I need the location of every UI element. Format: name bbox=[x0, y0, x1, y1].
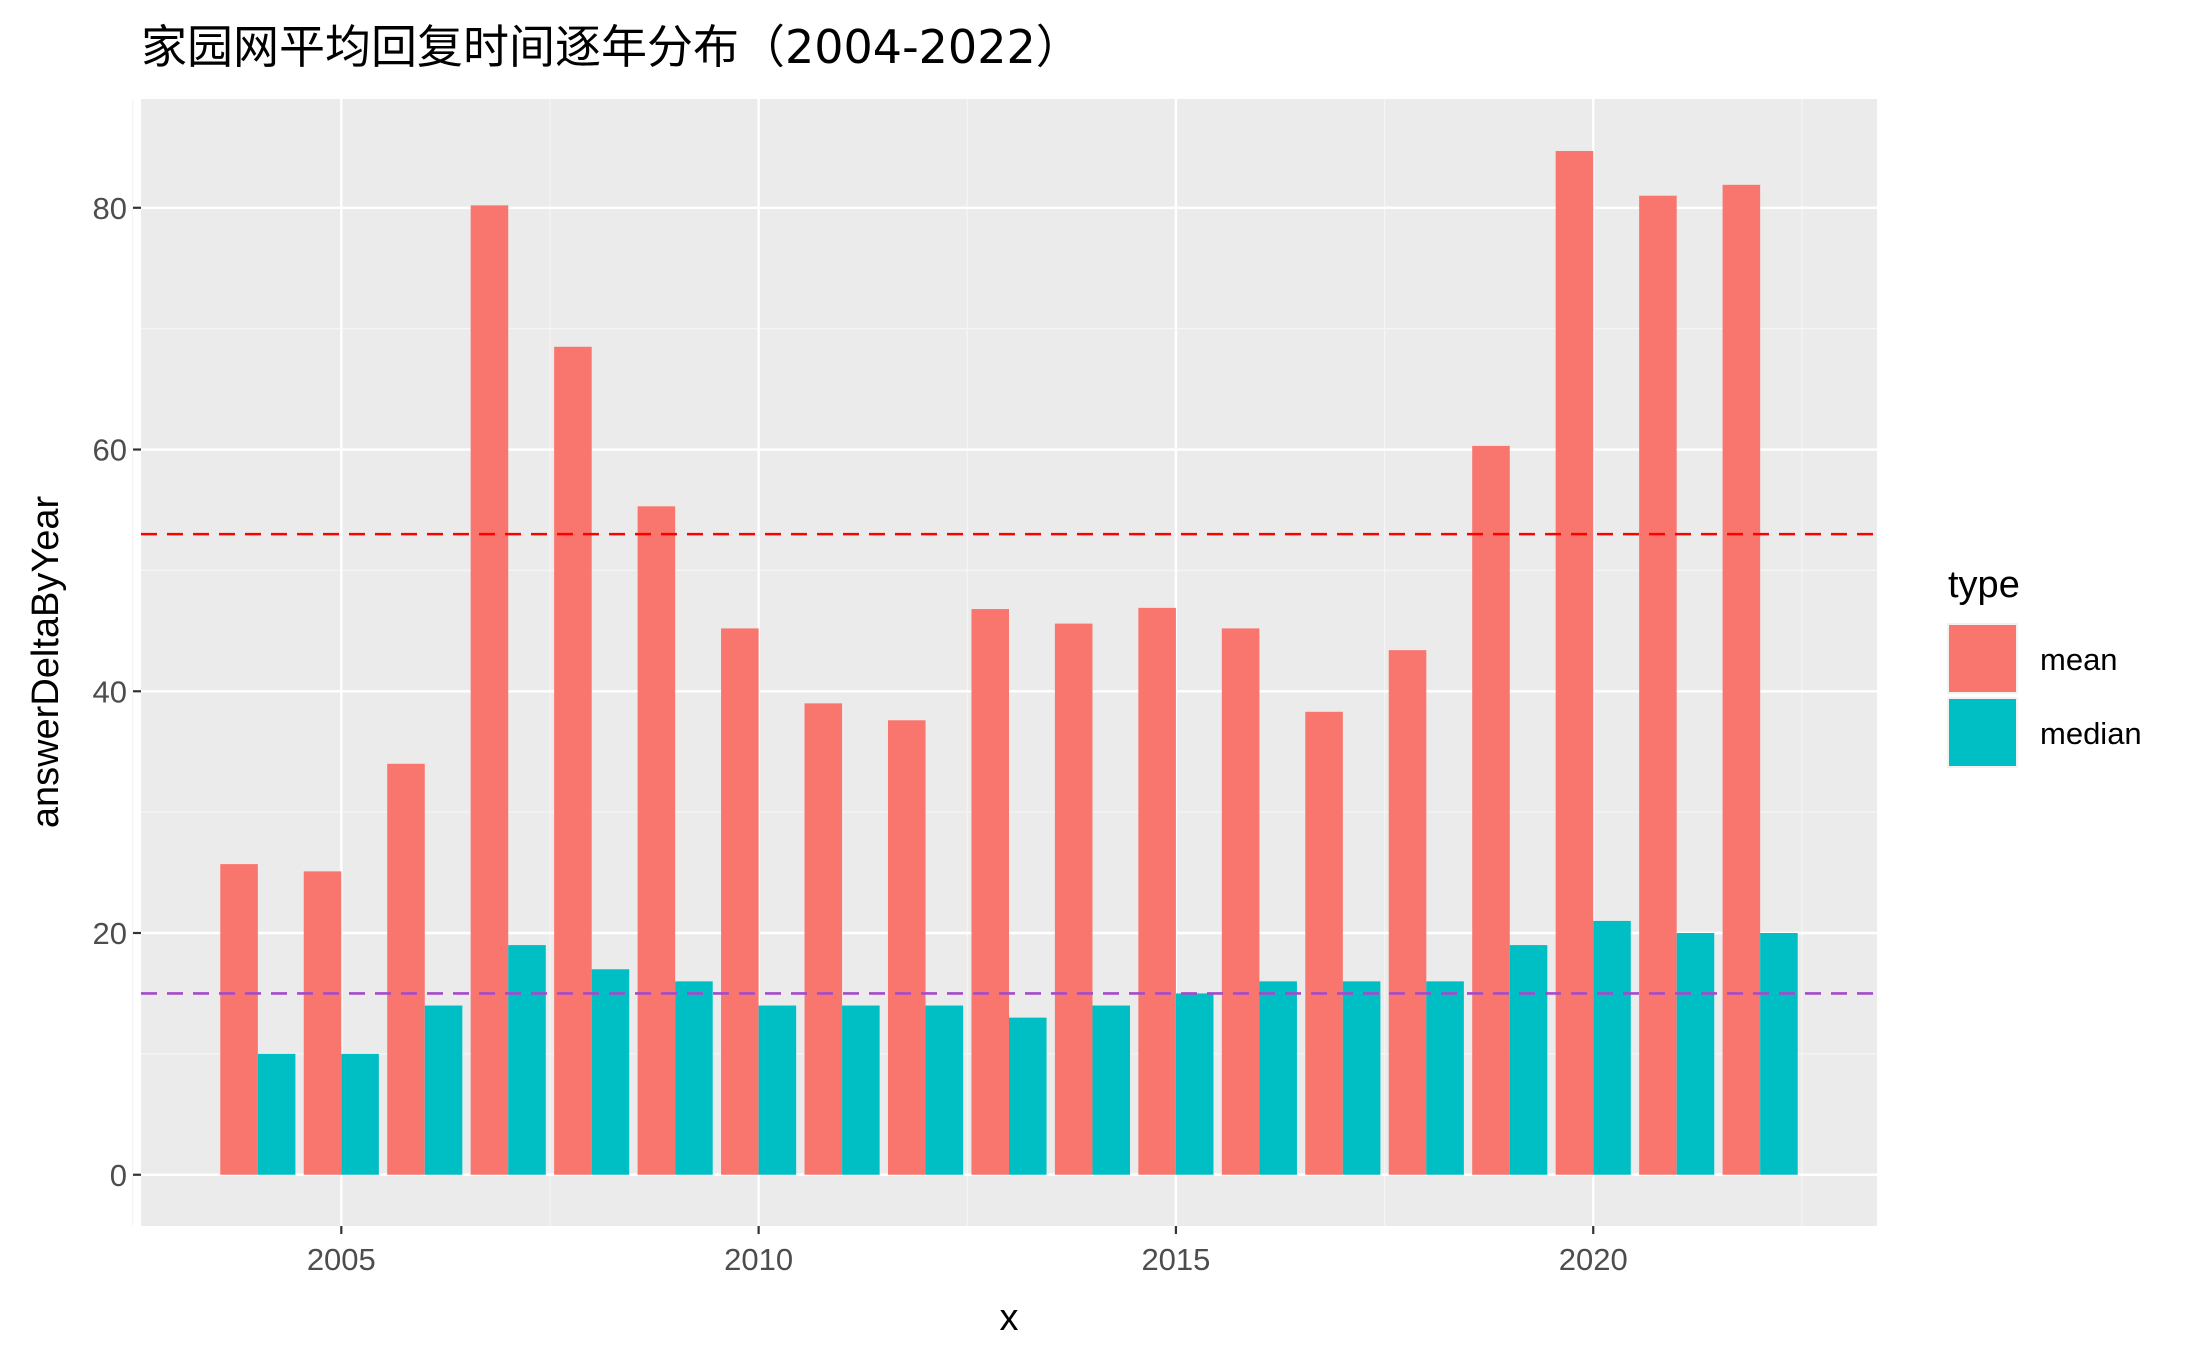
bar-median-2013 bbox=[1009, 1017, 1047, 1175]
legend-title: type bbox=[1948, 564, 2020, 606]
bar-median-2007 bbox=[508, 945, 546, 1175]
bar-median-2014 bbox=[1092, 1005, 1131, 1175]
bar-mean-2015 bbox=[1138, 607, 1176, 1175]
bar-median-2018 bbox=[1426, 981, 1464, 1175]
bar-mean-2005 bbox=[303, 871, 342, 1175]
legend-key-median bbox=[1949, 699, 2016, 766]
bar-median-2004 bbox=[257, 1053, 296, 1175]
bar-mean-2021 bbox=[1639, 195, 1677, 1175]
x-axis-title: x bbox=[1000, 1297, 1019, 1339]
bar-mean-2010 bbox=[721, 628, 759, 1175]
bar-mean-2018 bbox=[1388, 650, 1427, 1175]
x-tick-label: 2020 bbox=[1559, 1242, 1628, 1277]
bar-median-2010 bbox=[758, 1005, 797, 1175]
legend-key-mean bbox=[1949, 625, 2016, 692]
bar-mean-2008 bbox=[554, 346, 592, 1175]
x-tick-label: 2010 bbox=[724, 1242, 793, 1277]
bar-median-2006 bbox=[424, 1005, 463, 1175]
x-axis-ticks: 2005 2010 2015 2020 bbox=[307, 1226, 1628, 1277]
bar-median-2022 bbox=[1760, 933, 1798, 1175]
bar-median-2020 bbox=[1593, 920, 1631, 1175]
bar-median-2017 bbox=[1342, 981, 1381, 1175]
bar-mean-2014 bbox=[1054, 623, 1093, 1175]
bar-mean-2012 bbox=[887, 720, 926, 1175]
bar-median-2021 bbox=[1676, 933, 1715, 1175]
bar-mean-2017 bbox=[1305, 711, 1343, 1175]
y-tick-label: 20 bbox=[93, 916, 127, 951]
bar-mean-2009 bbox=[637, 506, 676, 1175]
bar-median-2016 bbox=[1259, 981, 1297, 1175]
x-tick-label: 2005 bbox=[307, 1242, 376, 1277]
bar-mean-2013 bbox=[971, 609, 1009, 1175]
reference-lines bbox=[141, 532, 1877, 995]
bar-median-2011 bbox=[842, 1005, 880, 1175]
y-axis-title: answerDeltaByYear bbox=[25, 495, 67, 828]
y-tick-label: 40 bbox=[93, 674, 127, 709]
legend: type mean median bbox=[1947, 564, 2142, 768]
y-tick-label: 80 bbox=[93, 191, 127, 226]
bar-mean-2020 bbox=[1555, 150, 1594, 1175]
bar-mean-2022 bbox=[1722, 184, 1761, 1175]
chart-title: 家园网平均回复时间逐年分布（2004-2022） bbox=[141, 20, 1082, 74]
bar-mean-2019 bbox=[1472, 445, 1510, 1175]
bar-mean-2004 bbox=[220, 864, 258, 1175]
y-tick-label: 0 bbox=[110, 1158, 127, 1193]
legend-label-mean: mean bbox=[2040, 642, 2118, 677]
bar-median-2015 bbox=[1175, 993, 1214, 1175]
legend-keys: mean median bbox=[1947, 623, 2142, 768]
bar-mean-2006 bbox=[387, 763, 425, 1175]
bar-median-2008 bbox=[591, 969, 630, 1175]
bar-median-2019 bbox=[1509, 945, 1548, 1175]
bar-median-2005 bbox=[341, 1053, 379, 1175]
x-tick-label: 2015 bbox=[1141, 1242, 1210, 1277]
bar-mean-2007 bbox=[470, 205, 509, 1175]
y-tick-label: 60 bbox=[93, 433, 127, 468]
bars bbox=[220, 150, 1798, 1175]
bar-median-2009 bbox=[675, 981, 713, 1175]
bar-mean-2011 bbox=[804, 703, 843, 1175]
legend-label-median: median bbox=[2040, 716, 2142, 751]
y-axis-ticks: 0 20 40 60 80 bbox=[93, 191, 141, 1193]
bar-mean-2016 bbox=[1221, 628, 1260, 1175]
bar-median-2012 bbox=[925, 1005, 964, 1175]
